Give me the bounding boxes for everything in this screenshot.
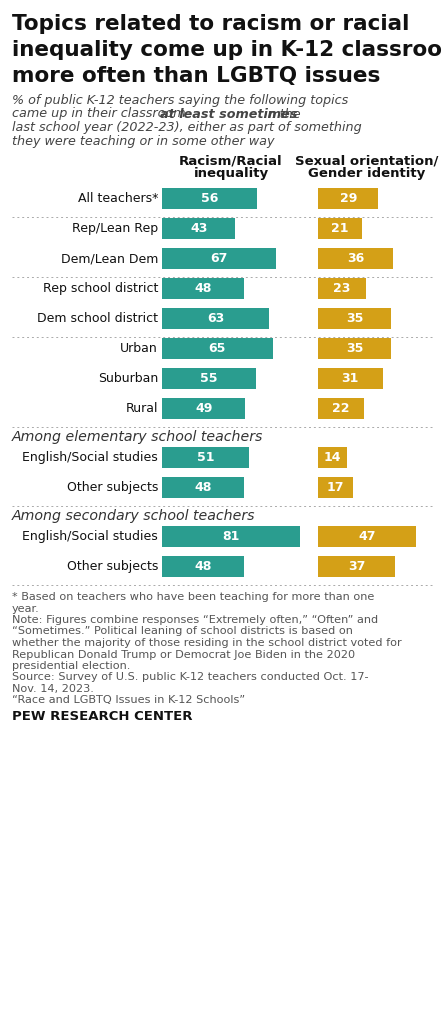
Text: at least sometimes: at least sometimes <box>160 107 297 121</box>
Bar <box>162 278 244 299</box>
Text: 55: 55 <box>200 372 218 385</box>
Text: 63: 63 <box>207 312 224 325</box>
Text: English/Social studies: English/Social studies <box>22 530 158 543</box>
Text: last school year (2022-23), either as part of something: last school year (2022-23), either as pa… <box>12 121 362 134</box>
Text: 67: 67 <box>210 252 228 265</box>
Text: Topics related to racism or racial: Topics related to racism or racial <box>12 14 409 34</box>
Bar <box>318 338 391 359</box>
Bar <box>162 526 300 547</box>
Text: Among elementary school teachers: Among elementary school teachers <box>12 430 264 444</box>
Text: Rural: Rural <box>125 402 158 415</box>
Bar <box>162 447 249 468</box>
Text: they were teaching or in some other way: they were teaching or in some other way <box>12 134 275 147</box>
Text: 65: 65 <box>209 342 226 355</box>
Bar <box>162 398 245 419</box>
Text: Rep/Lean Rep: Rep/Lean Rep <box>72 222 158 235</box>
Bar <box>318 447 347 468</box>
Text: Rep school district: Rep school district <box>43 282 158 295</box>
Text: All teachers*: All teachers* <box>78 192 158 205</box>
Text: inequality come up in K-12 classrooms: inequality come up in K-12 classrooms <box>12 40 443 60</box>
Text: in the: in the <box>260 107 301 121</box>
Text: Republican Donald Trump or Democrat Joe Biden in the 2020: Republican Donald Trump or Democrat Joe … <box>12 650 355 660</box>
Text: Note: Figures combine responses “Extremely often,” “Often” and: Note: Figures combine responses “Extreme… <box>12 615 378 625</box>
Text: Dem/Lean Dem: Dem/Lean Dem <box>61 252 158 265</box>
Text: 35: 35 <box>346 312 363 325</box>
Text: 47: 47 <box>358 530 376 543</box>
Text: 17: 17 <box>327 481 345 494</box>
Text: 49: 49 <box>195 402 213 415</box>
Text: * Based on teachers who have been teaching for more than one: * Based on teachers who have been teachi… <box>12 592 374 602</box>
Text: 31: 31 <box>342 372 359 385</box>
Bar <box>318 278 366 299</box>
Text: Urban: Urban <box>120 342 158 355</box>
Text: “Race and LGBTQ Issues in K-12 Schools”: “Race and LGBTQ Issues in K-12 Schools” <box>12 696 245 706</box>
Text: Suburban: Suburban <box>98 372 158 385</box>
Text: 35: 35 <box>346 342 363 355</box>
Text: whether the majority of those residing in the school district voted for: whether the majority of those residing i… <box>12 638 402 648</box>
Bar <box>318 398 364 419</box>
Bar <box>318 555 395 577</box>
Text: Dem school district: Dem school district <box>37 312 158 325</box>
Text: 51: 51 <box>197 451 214 464</box>
Text: Racism/Racial: Racism/Racial <box>179 154 283 167</box>
Text: year.: year. <box>12 604 40 614</box>
Text: Nov. 14, 2023.: Nov. 14, 2023. <box>12 684 94 694</box>
Text: inequality: inequality <box>194 167 268 180</box>
Text: 56: 56 <box>201 192 218 205</box>
Text: English/Social studies: English/Social studies <box>22 451 158 464</box>
Bar <box>162 308 269 329</box>
Bar <box>318 477 354 498</box>
Text: more often than LGBTQ issues: more often than LGBTQ issues <box>12 66 381 86</box>
Text: 14: 14 <box>324 451 342 464</box>
Bar <box>318 218 362 239</box>
Text: 21: 21 <box>331 222 349 235</box>
Text: Source: Survey of U.S. public K-12 teachers conducted Oct. 17-: Source: Survey of U.S. public K-12 teach… <box>12 672 369 682</box>
Bar <box>318 526 416 547</box>
Bar <box>162 218 235 239</box>
Text: Among secondary school teachers: Among secondary school teachers <box>12 509 256 523</box>
Text: Sexual orientation/: Sexual orientation/ <box>295 154 439 167</box>
Text: 23: 23 <box>333 282 351 295</box>
Text: 48: 48 <box>194 481 212 494</box>
Text: Other subjects: Other subjects <box>66 560 158 573</box>
Bar <box>318 188 378 209</box>
Text: PEW RESEARCH CENTER: PEW RESEARCH CENTER <box>12 710 193 723</box>
Text: 48: 48 <box>194 560 212 573</box>
Text: % of public K-12 teachers saying the following topics: % of public K-12 teachers saying the fol… <box>12 94 348 107</box>
Text: 29: 29 <box>339 192 357 205</box>
Text: 22: 22 <box>332 402 350 415</box>
Bar <box>162 555 244 577</box>
Text: presidential election.: presidential election. <box>12 661 130 671</box>
Text: “Sometimes.” Political leaning of school districts is based on: “Sometimes.” Political leaning of school… <box>12 626 353 636</box>
Bar <box>162 477 244 498</box>
Bar <box>318 248 393 269</box>
Bar <box>162 368 256 389</box>
Text: Other subjects: Other subjects <box>66 481 158 494</box>
Bar <box>318 308 391 329</box>
Bar <box>318 368 383 389</box>
Text: Gender identity: Gender identity <box>308 167 426 180</box>
Text: 36: 36 <box>347 252 364 265</box>
Text: 37: 37 <box>348 560 365 573</box>
Text: 48: 48 <box>194 282 212 295</box>
Bar <box>162 188 257 209</box>
Text: came up in their classroom: came up in their classroom <box>12 107 190 121</box>
Text: 81: 81 <box>222 530 240 543</box>
Bar <box>162 248 276 269</box>
Text: 43: 43 <box>190 222 207 235</box>
Bar <box>162 338 273 359</box>
